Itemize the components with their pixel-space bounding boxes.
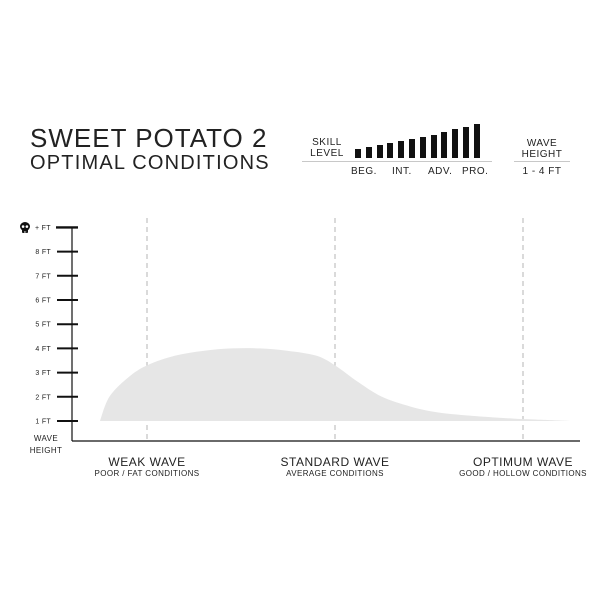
condition-subtitle: GOOD / HOLLOW CONDITIONS xyxy=(459,469,587,478)
performance-area xyxy=(100,348,570,421)
skill-level-label: SKILL LEVEL xyxy=(306,137,348,159)
skill-bar xyxy=(398,141,405,158)
skill-divider xyxy=(302,161,492,162)
wave-height-range: 1 - 4 FT xyxy=(522,166,562,177)
skill-bar xyxy=(430,134,437,158)
condition-grid-lines xyxy=(146,218,524,441)
condition-title: OPTIMUM WAVE xyxy=(473,455,573,469)
skill-bar xyxy=(387,143,394,158)
skill-tick-adv: ADV. xyxy=(428,166,453,177)
skill-bar xyxy=(452,129,459,158)
y-tick-label: 6 FT xyxy=(35,298,51,305)
skill-bar xyxy=(419,136,426,158)
skill-tick-pro: PRO. xyxy=(462,166,489,177)
condition-title: WEAK WAVE xyxy=(108,455,185,469)
skill-bar xyxy=(463,126,469,158)
skill-bar xyxy=(441,132,448,158)
y-tick-label: 2 FT xyxy=(35,394,51,401)
skull-icon xyxy=(20,222,30,233)
skill-label-line2: LEVEL xyxy=(310,148,344,159)
skill-tick-beg: BEG. xyxy=(351,166,377,177)
y-axis-label-line1: WAVE xyxy=(34,434,58,443)
skill-bar xyxy=(355,149,361,158)
board-subtitle: OPTIMAL CONDITIONS xyxy=(30,152,270,174)
y-ticks: 1 FT 2 FT 3 FT 4 FT 5 FT 6 FT 7 FT 8 FT + FT xyxy=(35,225,78,426)
skill-bar xyxy=(473,124,480,158)
y-tick-label: + FT xyxy=(35,225,51,232)
skill-bar xyxy=(365,147,372,158)
skill-bar xyxy=(376,145,383,158)
y-tick-label: 3 FT xyxy=(35,370,51,377)
condition-subtitle: AVERAGE CONDITIONS xyxy=(286,469,384,478)
board-title: SWEET POTATO 2 xyxy=(30,123,268,153)
y-tick-label: 7 FT xyxy=(35,273,51,280)
y-tick-label: 8 FT xyxy=(35,249,51,256)
condition-subtitle: POOR / FAT CONDITIONS xyxy=(94,469,199,478)
y-tick-label: 5 FT xyxy=(35,322,51,329)
y-tick-label: 4 FT xyxy=(35,346,51,353)
skill-label-line1: SKILL xyxy=(312,137,342,148)
wave-height-label-line2: HEIGHT xyxy=(521,149,563,160)
skill-level-bars xyxy=(355,124,485,158)
wave-height-label: WAVE HEIGHT xyxy=(514,138,570,160)
y-axis-label-line2: HEIGHT xyxy=(30,446,63,455)
condition-title: STANDARD WAVE xyxy=(281,455,390,469)
skill-tick-int: INT. xyxy=(392,166,412,177)
y-tick-label: 1 FT xyxy=(35,419,51,426)
skill-bar xyxy=(409,138,415,158)
wave-height-divider xyxy=(514,161,570,162)
wave-height-label-line1: WAVE xyxy=(526,138,558,149)
